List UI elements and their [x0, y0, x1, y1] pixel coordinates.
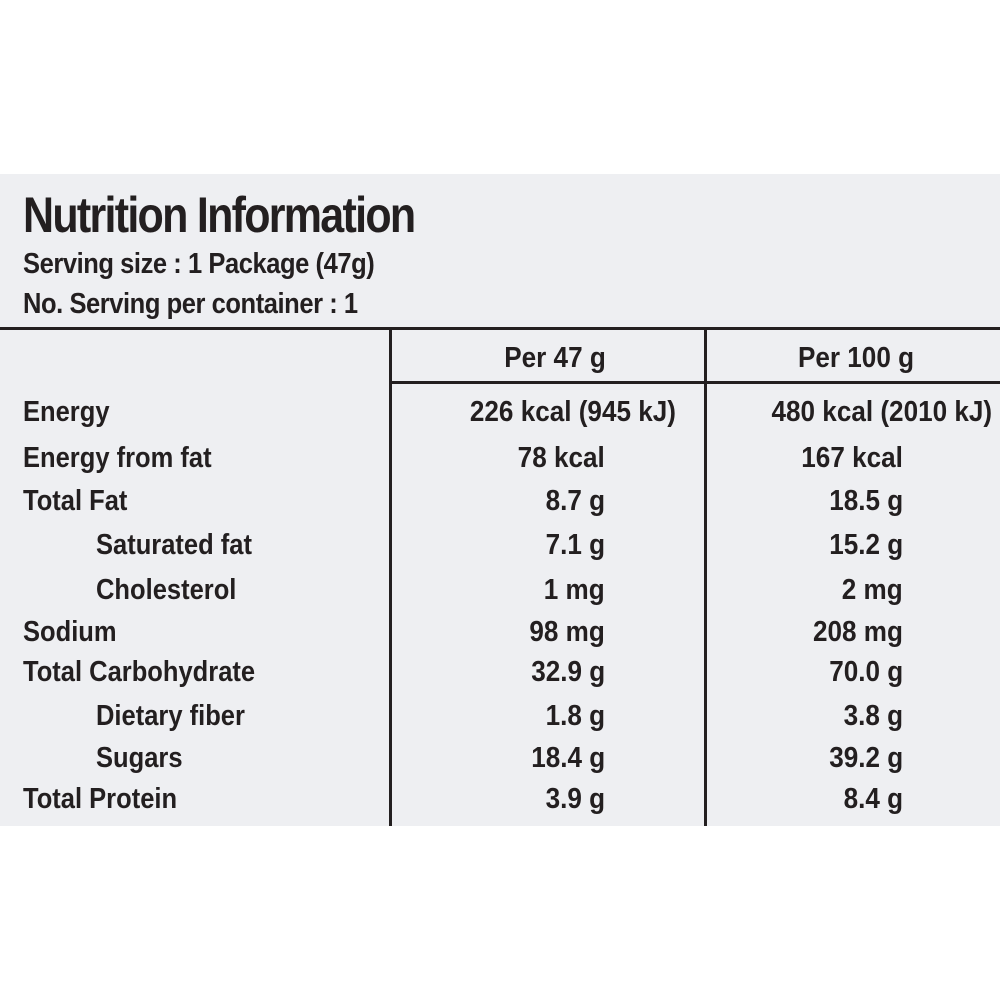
- per-100g-value: 480 kcal (2010 kJ): [771, 396, 992, 428]
- per-100g-value: 15.2 g: [829, 529, 903, 561]
- nutrient-row: Energy from fat 78 kcal 167 kcal: [0, 440, 1000, 480]
- header-divider: [0, 327, 1000, 330]
- per-100g-value: 208 mg: [813, 616, 903, 648]
- column-header-divider: [390, 381, 1000, 384]
- nutrient-label: Sugars: [96, 742, 183, 774]
- nutrient-label: Total Carbohydrate: [23, 656, 256, 688]
- per-serving-value: 226 kcal (945 kJ): [469, 396, 676, 428]
- per-serving-value: 1.8 g: [545, 700, 605, 732]
- column-divider-right: [704, 327, 707, 826]
- column-header-per-serving: Per 47 g: [504, 342, 606, 374]
- nutrient-label: Cholesterol: [96, 574, 237, 606]
- nutrient-label: Energy: [23, 396, 110, 428]
- nutrient-label: Energy from fat: [23, 442, 212, 474]
- nutrient-row: Saturated fat 7.1 g 15.2 g: [0, 527, 1000, 567]
- per-serving-value: 78 kcal: [517, 442, 605, 474]
- column-divider-left: [389, 327, 392, 826]
- nutrient-row: Sugars 18.4 g 39.2 g: [0, 740, 1000, 780]
- nutrient-label: Total Fat: [23, 485, 128, 517]
- nutrient-row: Total Protein 3.9 g 8.4 g: [0, 781, 1000, 821]
- per-100g-value: 18.5 g: [829, 485, 903, 517]
- per-100g-value: 3.8 g: [843, 700, 903, 732]
- per-serving-value: 1 mg: [544, 574, 605, 606]
- nutrient-row: Sodium 98 mg 208 mg: [0, 614, 1000, 654]
- nutrient-label: Sodium: [23, 616, 117, 648]
- nutrient-row: Total Carbohydrate 32.9 g 70.0 g: [0, 654, 1000, 694]
- per-100g-value: 70.0 g: [829, 656, 903, 688]
- per-serving-value: 8.7 g: [545, 485, 605, 517]
- per-100g-value: 39.2 g: [829, 742, 903, 774]
- per-serving-value: 32.9 g: [531, 656, 605, 688]
- per-serving-value: 7.1 g: [545, 529, 605, 561]
- label-title: Nutrition Information: [23, 187, 416, 243]
- nutrient-row: Cholesterol 1 mg 2 mg: [0, 572, 1000, 612]
- serving-size: Serving size : 1 Package (47g): [23, 248, 375, 280]
- per-serving-value: 98 mg: [529, 616, 605, 648]
- nutrient-label: Total Protein: [23, 783, 178, 815]
- nutrient-row: Total Fat 8.7 g 18.5 g: [0, 483, 1000, 523]
- per-100g-value: 2 mg: [842, 574, 903, 606]
- nutrition-label: Nutrition Information Serving size : 1 P…: [0, 174, 1000, 826]
- per-serving-value: 18.4 g: [531, 742, 605, 774]
- servings-per-container: No. Serving per container : 1: [23, 288, 358, 320]
- per-serving-value: 3.9 g: [545, 783, 605, 815]
- per-100g-value: 8.4 g: [843, 783, 903, 815]
- nutrient-row: Energy 226 kcal (945 kJ) 480 kcal (2010 …: [0, 394, 1000, 434]
- column-header-per-100g: Per 100 g: [797, 342, 915, 374]
- nutrient-label: Saturated fat: [96, 529, 252, 561]
- per-100g-value: 167 kcal: [801, 442, 903, 474]
- nutrient-row: Dietary fiber 1.8 g 3.8 g: [0, 698, 1000, 738]
- nutrient-label: Dietary fiber: [96, 700, 245, 732]
